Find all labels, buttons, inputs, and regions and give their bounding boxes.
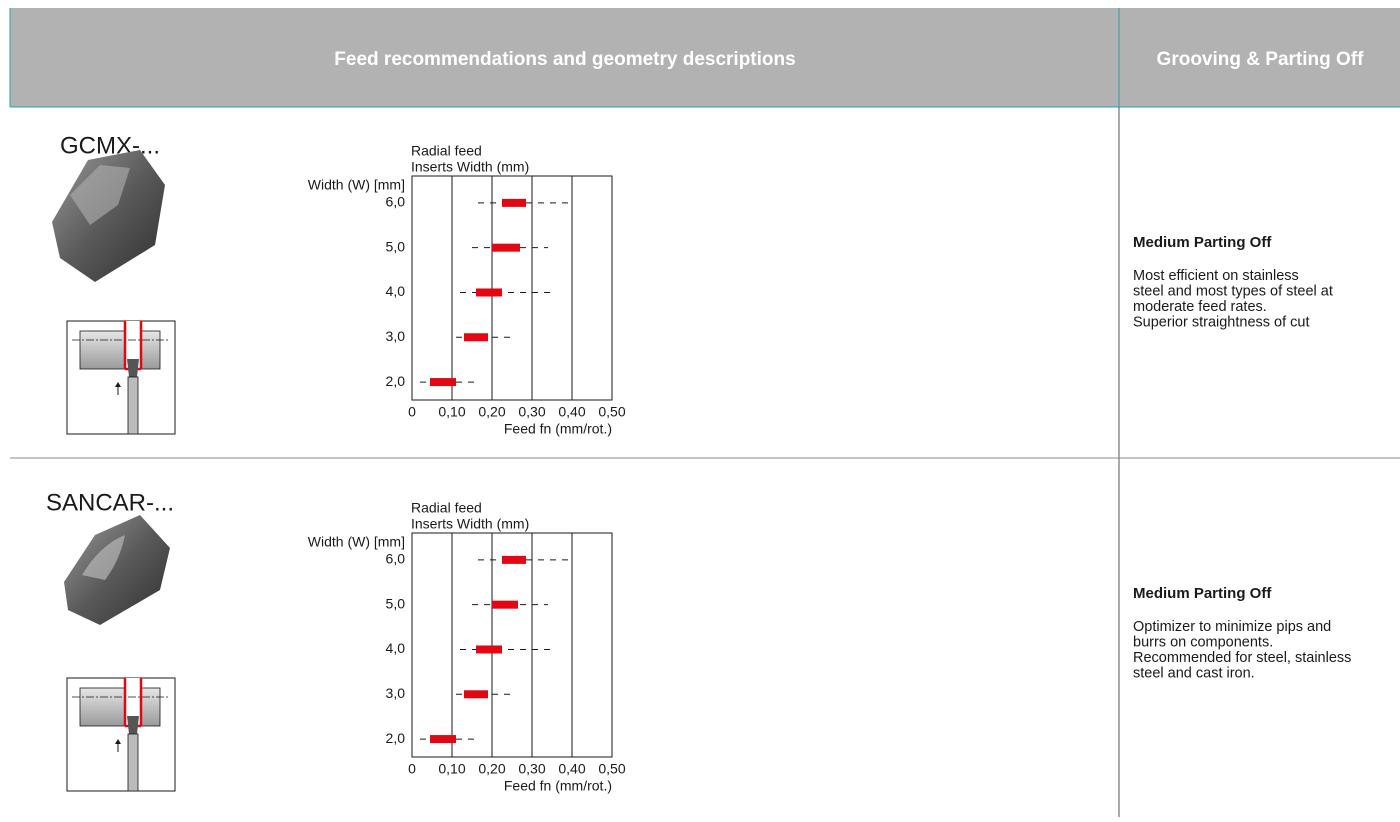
x-tick-label: 0,20	[478, 404, 505, 420]
x-tick-label: 0,30	[518, 761, 545, 777]
x-tick-label: 0	[408, 404, 416, 420]
x-tick-label: 0	[408, 761, 416, 777]
diagram-groove	[125, 678, 141, 726]
recommended-feed	[430, 735, 456, 744]
header-bar	[10, 8, 1400, 107]
y-tick-label: 2,0	[386, 730, 406, 746]
description-line: Superior straightness of cut	[1133, 314, 1310, 330]
insert-face	[70, 165, 130, 225]
description-line: Recommended for steel, stainless	[1133, 650, 1351, 666]
product-name: GCMX-...	[60, 132, 160, 159]
diagram-workpiece	[79, 330, 161, 370]
description-line: steel and most types of steel at	[1133, 283, 1333, 299]
chart-title: Radial feed	[411, 500, 482, 516]
diagram-arrowhead	[115, 739, 121, 744]
chart-subtitle: Inserts Width (mm)	[411, 516, 529, 532]
recommended-feed	[476, 288, 502, 297]
chart-subtitle: Inserts Width (mm)	[411, 159, 529, 175]
y-tick-label: 6,0	[386, 194, 406, 210]
diagram-groove	[125, 321, 141, 369]
header-title: Feed recommendations and geometry descri…	[334, 49, 795, 70]
y-tick-label: 2,0	[386, 373, 406, 389]
y-tick-label: 4,0	[386, 283, 406, 299]
description-line: moderate feed rates.	[1133, 299, 1267, 315]
diagram-tool-tip	[127, 359, 139, 377]
recommended-feed	[430, 378, 456, 387]
y-axis-label: Width (W) [mm]	[308, 177, 405, 193]
diagram-workpiece	[79, 687, 161, 727]
y-tick-label: 3,0	[386, 328, 406, 344]
description-line: steel and cast iron.	[1133, 665, 1255, 681]
x-tick-label: 0,50	[598, 404, 625, 420]
description-title: Medium Parting Off	[1133, 585, 1272, 602]
x-tick-label: 0,50	[598, 761, 625, 777]
recommended-feed	[492, 243, 520, 252]
description-title: Medium Parting Off	[1133, 234, 1272, 251]
diagram-tool	[127, 733, 139, 792]
description-line: burrs on components.	[1133, 634, 1273, 650]
description-line: Most efficient on stainless	[1133, 268, 1299, 284]
recommended-feed	[476, 645, 502, 654]
plot-frame	[411, 532, 613, 758]
insert-image	[64, 515, 170, 625]
product-name: SANCAR-...	[46, 489, 174, 516]
x-tick-label: 0,20	[478, 761, 505, 777]
diagram-tool	[127, 376, 139, 435]
diagram-arrowhead	[115, 382, 121, 387]
x-tick-label: 0,10	[438, 761, 465, 777]
plot-frame	[411, 175, 613, 401]
recommended-feed	[502, 198, 526, 207]
diagram-tool-tip	[127, 716, 139, 734]
header-section: Grooving & Parting Off	[1157, 49, 1365, 70]
y-tick-label: 5,0	[386, 238, 406, 254]
description-line: Optimizer to minimize pips and	[1133, 619, 1331, 635]
insert-image	[52, 150, 165, 282]
y-tick-label: 5,0	[386, 595, 406, 611]
x-tick-label: 0,30	[518, 404, 545, 420]
x-tick-label: 0,10	[438, 404, 465, 420]
y-axis-label: Width (W) [mm]	[308, 534, 405, 550]
y-tick-label: 6,0	[386, 551, 406, 567]
y-tick-label: 3,0	[386, 685, 406, 701]
x-tick-label: 0,40	[558, 761, 585, 777]
y-tick-label: 4,0	[386, 640, 406, 656]
recommended-feed	[502, 555, 526, 564]
recommended-feed	[464, 690, 488, 699]
insert-face	[82, 535, 125, 580]
x-tick-label: 0,40	[558, 404, 585, 420]
chart-title: Radial feed	[411, 143, 482, 159]
recommended-feed	[492, 600, 518, 609]
x-axis-label: Feed fn (mm/rot.)	[504, 421, 612, 437]
recommended-feed	[464, 333, 488, 342]
x-axis-label: Feed fn (mm/rot.)	[504, 778, 612, 794]
